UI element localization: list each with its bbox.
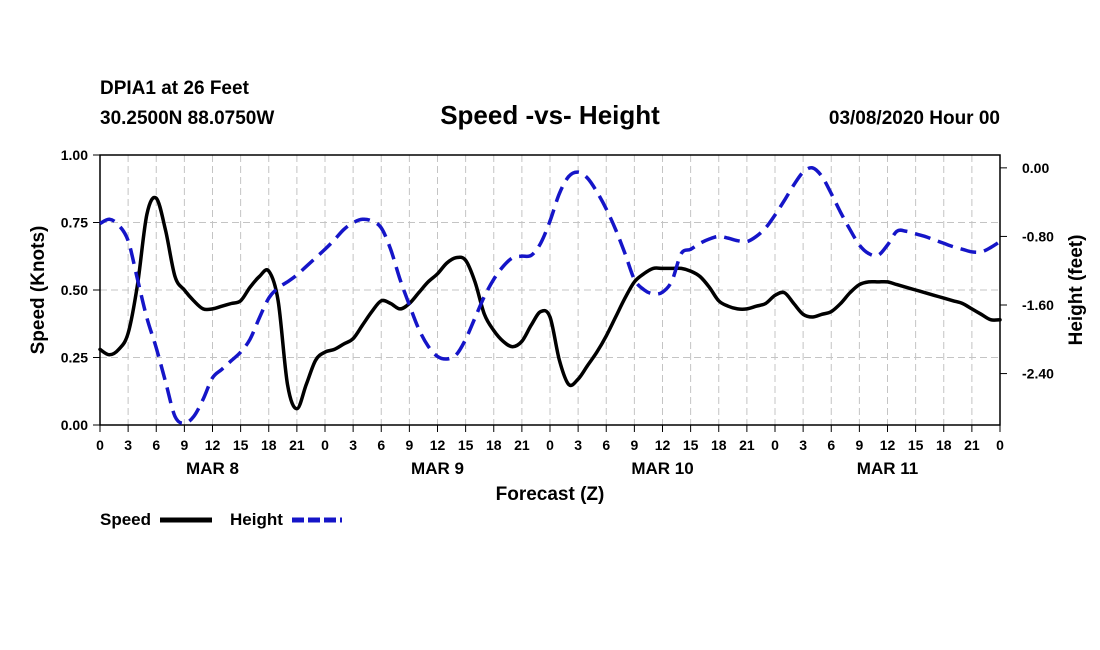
chart-title: Speed -vs- Height xyxy=(440,100,660,130)
right-tick-label: -1.60 xyxy=(1022,297,1054,313)
x-tick-label: 0 xyxy=(771,437,779,453)
x-tick-label: 21 xyxy=(739,437,755,453)
left-tick-label: 1.00 xyxy=(61,147,88,163)
speed-series-line xyxy=(98,195,1002,411)
x-tick-label: 18 xyxy=(711,437,727,453)
left-tick-label: 0.25 xyxy=(61,350,88,366)
x-tick-label: 0 xyxy=(321,437,329,453)
x-tick-label: 9 xyxy=(405,437,413,453)
x-tick-label: 12 xyxy=(880,437,896,453)
x-tick-label: 18 xyxy=(486,437,502,453)
run-label: 03/08/2020 Hour 00 xyxy=(829,108,1000,129)
x-axis-ticks: 0 3 6 9 12 15 18 21 0 3 6 9 12 15 18 21 0 3 6 9 12 15 18 21 0 3 6 9… xyxy=(96,425,1004,453)
x-tick-label: 3 xyxy=(574,437,582,453)
legend-height-label: Height xyxy=(230,510,283,529)
x-tick-label: 21 xyxy=(289,437,305,453)
x-tick-label: 15 xyxy=(908,437,924,453)
x-tick-label: 6 xyxy=(602,437,610,453)
x-axis-day-labels: MAR 8 MAR 9 MAR 10 MAR 11 xyxy=(186,459,918,478)
left-axis-ticks: 0.00 0.25 0.50 0.75 1.00 xyxy=(61,147,100,433)
day-label: MAR 9 xyxy=(411,459,464,478)
station-label: DPIA1 at 26 Feet xyxy=(100,78,250,99)
x-tick-label: 9 xyxy=(180,437,188,453)
x-tick-label: 6 xyxy=(152,437,160,453)
left-tick-label: 0.75 xyxy=(61,215,88,231)
x-tick-label: 6 xyxy=(827,437,835,453)
x-tick-label: 12 xyxy=(430,437,446,453)
y-axis-right-label: Height (feet) xyxy=(1066,235,1087,346)
day-label: MAR 11 xyxy=(857,459,918,478)
x-axis-label: Forecast (Z) xyxy=(496,484,605,505)
x-tick-label: 0 xyxy=(546,437,554,453)
right-tick-label: 0.00 xyxy=(1022,160,1049,176)
x-tick-label: 21 xyxy=(514,437,530,453)
coords-label: 30.2500N 88.0750W xyxy=(100,108,274,129)
gridlines xyxy=(100,155,1000,425)
day-label: MAR 10 xyxy=(631,459,693,478)
x-tick-label: 9 xyxy=(630,437,638,453)
x-tick-label: 18 xyxy=(936,437,952,453)
x-tick-label: 0 xyxy=(96,437,104,453)
x-tick-label: 21 xyxy=(964,437,980,453)
x-tick-label: 15 xyxy=(458,437,474,453)
left-tick-label: 0.50 xyxy=(61,282,88,298)
right-tick-label: -2.40 xyxy=(1022,366,1054,382)
x-tick-label: 6 xyxy=(377,437,385,453)
x-tick-label: 15 xyxy=(233,437,249,453)
x-tick-label: 12 xyxy=(205,437,221,453)
x-tick-label: 15 xyxy=(683,437,699,453)
x-tick-label: 9 xyxy=(855,437,863,453)
x-tick-label: 3 xyxy=(349,437,357,453)
x-tick-label: 18 xyxy=(261,437,277,453)
height-series-line xyxy=(99,165,1001,426)
right-axis-ticks: 0.00 -0.80 -1.60 -2.40 xyxy=(1000,160,1054,382)
day-label: MAR 8 xyxy=(186,459,239,478)
x-tick-label: 0 xyxy=(996,437,1004,453)
legend: Speed Height xyxy=(100,510,342,529)
x-tick-label: 12 xyxy=(655,437,671,453)
x-tick-label: 3 xyxy=(124,437,132,453)
x-tick-label: 3 xyxy=(799,437,807,453)
y-axis-left-label: Speed (Knots) xyxy=(28,226,49,355)
legend-speed-label: Speed xyxy=(100,510,151,529)
right-tick-label: -0.80 xyxy=(1022,228,1054,244)
left-tick-label: 0.00 xyxy=(61,417,88,433)
